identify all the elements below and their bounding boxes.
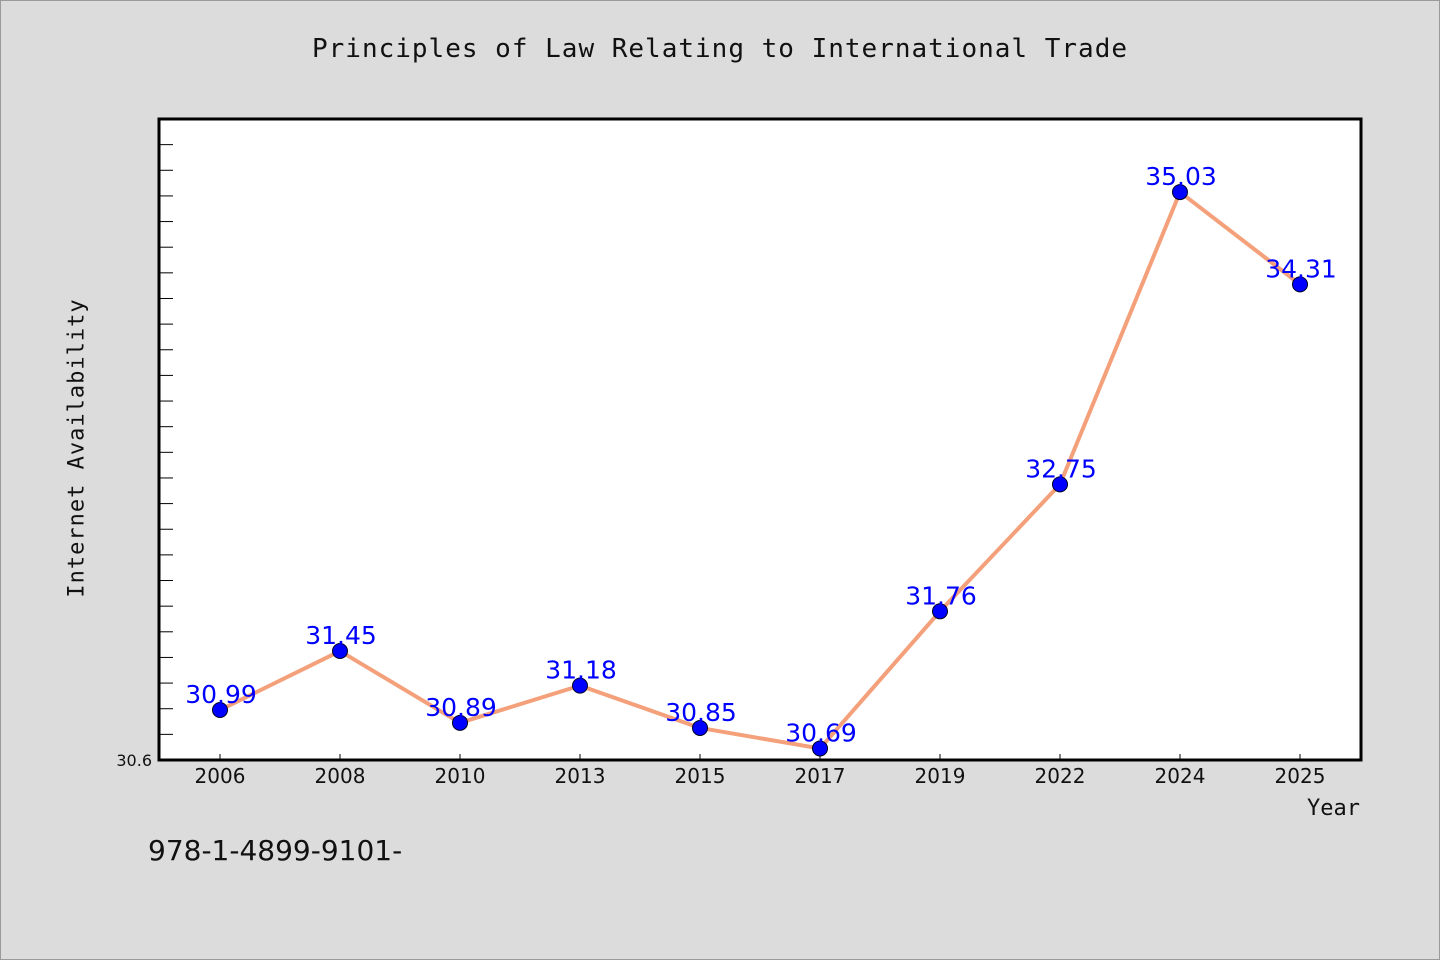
data-labels: 30.99 31.45 30.89 31.18 30.85 30.69 31.76 32.75… xyxy=(185,162,1337,747)
data-label: 30.99 xyxy=(185,680,257,709)
x-tick-label: 2024 xyxy=(1155,764,1206,788)
x-tick-label: 2013 xyxy=(555,764,606,788)
data-label: 31.18 xyxy=(545,656,617,685)
x-tick-label: 2006 xyxy=(195,764,246,788)
data-label: 35.03 xyxy=(1145,162,1217,191)
data-point xyxy=(932,603,948,620)
data-point xyxy=(332,643,348,660)
x-tick-label: 2022 xyxy=(1035,764,1086,788)
data-point xyxy=(1292,276,1308,293)
data-label: 30.85 xyxy=(665,698,737,727)
x-tick-label: 2019 xyxy=(915,764,966,788)
plot-area xyxy=(157,117,1363,762)
data-label: 34.31 xyxy=(1265,254,1337,283)
data-point xyxy=(572,677,588,694)
x-tick-label: 2017 xyxy=(795,764,846,788)
data-label: 30.69 xyxy=(785,718,857,747)
data-point xyxy=(692,719,708,736)
x-tick-label: 2025 xyxy=(1275,764,1326,788)
data-label: 30.89 xyxy=(425,693,497,722)
data-label: 32.75 xyxy=(1025,454,1097,483)
y-axis-min-label: 30.6 xyxy=(116,751,152,770)
data-point xyxy=(212,702,228,719)
isbn-footer-text: 978-1-4899-9101- xyxy=(148,834,403,867)
x-tick-label: 2008 xyxy=(315,764,366,788)
data-label: 31.76 xyxy=(905,581,977,610)
x-axis-ticks: 2006 2008 2010 2013 2015 2017 2019 2022 2024 2025 xyxy=(195,754,1326,788)
data-label: 31.45 xyxy=(305,621,377,650)
data-point xyxy=(1052,476,1068,493)
x-tick-label: 2015 xyxy=(675,764,726,788)
chart-title: Principles of Law Relating to Internatio… xyxy=(311,34,1128,64)
x-tick-label: 2010 xyxy=(435,764,486,788)
series-line xyxy=(219,190,1302,751)
data-markers xyxy=(212,184,1308,757)
data-point xyxy=(452,714,468,731)
data-point xyxy=(812,740,828,757)
x-axis-title: Year xyxy=(1307,796,1360,821)
data-point xyxy=(1172,184,1188,201)
y-axis-ticks xyxy=(159,144,173,735)
